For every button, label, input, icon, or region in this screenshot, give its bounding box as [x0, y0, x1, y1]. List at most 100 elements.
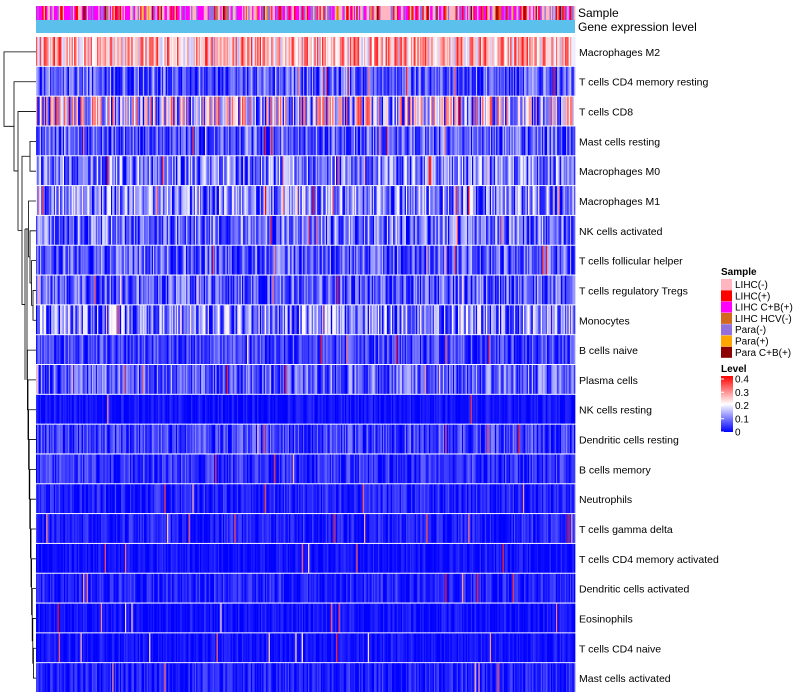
heatmap-cell — [418, 275, 421, 305]
heatmap-cell — [198, 186, 201, 215]
heatmap-cell — [369, 66, 371, 96]
heatmap-cell — [445, 305, 447, 335]
heatmap-cell — [543, 245, 545, 275]
heatmap-cell — [221, 96, 224, 126]
heatmap-cell — [53, 275, 56, 305]
heatmap-cell — [320, 96, 323, 126]
heatmap-cell — [482, 66, 484, 96]
heatmap-cell — [545, 275, 548, 305]
heatmap-cell — [548, 96, 550, 126]
heatmap-cell — [329, 96, 332, 126]
heatmap-cell — [145, 186, 147, 215]
heatmap-cell — [91, 215, 94, 245]
heatmap-cell — [287, 215, 290, 245]
heatmap-cell — [503, 215, 506, 245]
heatmap-cell — [55, 37, 57, 66]
heatmap-cell — [374, 245, 376, 275]
heatmap-cell — [388, 66, 390, 96]
heatmap-cell — [512, 245, 515, 275]
heatmap-cell — [91, 335, 94, 364]
heatmap-cell — [564, 156, 567, 186]
heatmap-cell — [361, 245, 364, 275]
heatmap-cell — [562, 156, 564, 186]
heatmap-cell — [124, 215, 127, 245]
heatmap-cell — [362, 37, 365, 66]
heatmap-cell — [102, 305, 104, 335]
heatmap-cell — [379, 66, 381, 96]
heatmap-cell — [285, 215, 287, 245]
heatmap-cell — [353, 275, 356, 305]
heatmap-cell — [215, 215, 217, 245]
heatmap-cell — [318, 335, 320, 364]
heatmap-cell — [459, 156, 461, 186]
heatmap-cell — [552, 156, 554, 186]
heatmap-cell — [268, 245, 271, 275]
heatmap-cell — [208, 186, 211, 215]
heatmap-cell — [444, 66, 446, 96]
heatmap-cell — [281, 245, 283, 275]
heatmap-cell — [463, 156, 465, 186]
heatmap-cell — [93, 126, 95, 156]
heatmap-cell — [386, 245, 389, 275]
heatmap-cell — [402, 37, 404, 66]
heatmap-cell — [182, 335, 184, 364]
heatmap-cell — [130, 37, 132, 66]
heatmap-cell — [404, 96, 407, 126]
heatmap-cell — [390, 245, 393, 275]
heatmap-cell — [123, 186, 126, 215]
heatmap-cell — [473, 186, 475, 215]
heatmap-cell — [44, 335, 47, 364]
heatmap-cell — [75, 335, 78, 364]
heatmap-cell — [192, 275, 194, 305]
sample-annotation-cell — [48, 6, 51, 20]
sample-annotation-cell — [150, 6, 153, 20]
heatmap-cell — [375, 215, 378, 245]
heatmap-cell — [541, 215, 544, 245]
heatmap-cell — [227, 37, 230, 66]
heatmap-cell — [374, 335, 376, 364]
heatmap-cell — [48, 215, 51, 245]
heatmap-cell — [138, 215, 141, 245]
heatmap-cell — [169, 96, 172, 126]
heatmap-cell — [208, 275, 211, 305]
heatmap-cell — [105, 275, 108, 305]
heatmap-cell — [308, 215, 310, 245]
sample-annotation-cell — [254, 6, 257, 20]
heatmap-cell — [381, 245, 384, 275]
heatmap-cell — [294, 186, 296, 215]
heatmap-cell — [62, 245, 65, 275]
heatmap-cell — [549, 186, 552, 215]
heatmap-cell — [243, 335, 245, 364]
heatmap-cell — [186, 186, 188, 215]
heatmap-cell — [248, 305, 250, 335]
sample-annotation-cell — [278, 6, 281, 20]
heatmap-cell — [53, 305, 56, 335]
heatmap-cell — [475, 96, 478, 126]
heatmap-cell — [339, 96, 342, 126]
sample-annotation-cell — [552, 6, 554, 20]
heatmap-cell — [376, 335, 379, 364]
heatmap-cell — [353, 96, 356, 126]
sample-annotation-cell — [315, 6, 318, 20]
heatmap-cell — [173, 37, 175, 66]
sample-annotation-cell — [123, 6, 126, 20]
heatmap-cell — [276, 96, 278, 126]
heatmap-cell — [71, 156, 74, 186]
heatmap-cell — [436, 275, 439, 305]
heatmap-cell — [376, 275, 379, 305]
heatmap-cell — [132, 37, 135, 66]
heatmap-cell — [161, 275, 164, 305]
heatmap-cell — [282, 275, 285, 305]
heatmap-cell — [133, 186, 136, 215]
heatmap-cell — [75, 156, 78, 186]
heatmap-cell — [239, 186, 242, 215]
heatmap-cell — [233, 275, 235, 305]
heatmap-cell — [506, 215, 508, 245]
heatmap-cell — [173, 245, 175, 275]
sample-annotation-cell — [183, 6, 186, 20]
heatmap-cell — [266, 66, 268, 96]
heatmap-cell — [177, 126, 179, 156]
heatmap-cell — [188, 126, 191, 156]
heatmap-cell — [300, 37, 303, 66]
heatmap-cell — [173, 96, 175, 126]
